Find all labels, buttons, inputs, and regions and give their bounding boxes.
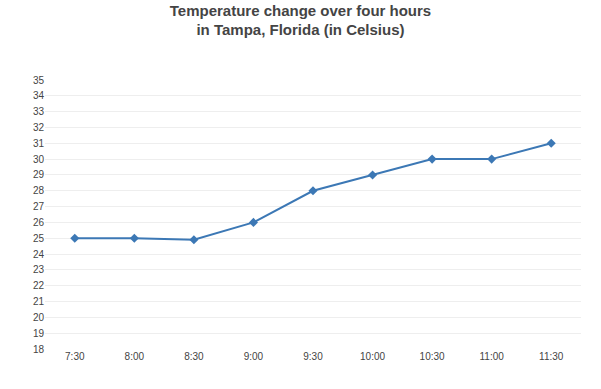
svg-text:10:30: 10:30: [420, 351, 445, 362]
svg-text:33: 33: [33, 106, 45, 117]
svg-text:27: 27: [33, 201, 45, 212]
svg-text:8:30: 8:30: [184, 351, 204, 362]
svg-text:28: 28: [33, 185, 45, 196]
svg-text:29: 29: [33, 169, 45, 180]
svg-text:Temperature change over four h: Temperature change over four hoursin Tam…: [170, 2, 431, 39]
svg-text:10:00: 10:00: [360, 351, 385, 362]
svg-text:23: 23: [33, 264, 45, 275]
svg-text:18: 18: [33, 344, 45, 355]
svg-text:8:00: 8:00: [125, 351, 145, 362]
svg-text:34: 34: [33, 90, 45, 101]
svg-text:7:30: 7:30: [65, 351, 85, 362]
svg-text:26: 26: [33, 217, 45, 228]
svg-text:30: 30: [33, 154, 45, 165]
svg-text:9:00: 9:00: [244, 351, 264, 362]
svg-text:24: 24: [33, 249, 45, 260]
svg-text:21: 21: [33, 296, 45, 307]
svg-text:9:30: 9:30: [303, 351, 323, 362]
svg-text:22: 22: [33, 280, 45, 291]
svg-text:11:00: 11:00: [480, 351, 505, 362]
svg-text:31: 31: [33, 138, 45, 149]
svg-text:20: 20: [33, 312, 45, 323]
svg-text:11:30: 11:30: [539, 351, 564, 362]
svg-text:35: 35: [33, 75, 45, 86]
svg-text:19: 19: [33, 328, 45, 339]
svg-text:32: 32: [33, 122, 45, 133]
svg-text:25: 25: [33, 233, 45, 244]
